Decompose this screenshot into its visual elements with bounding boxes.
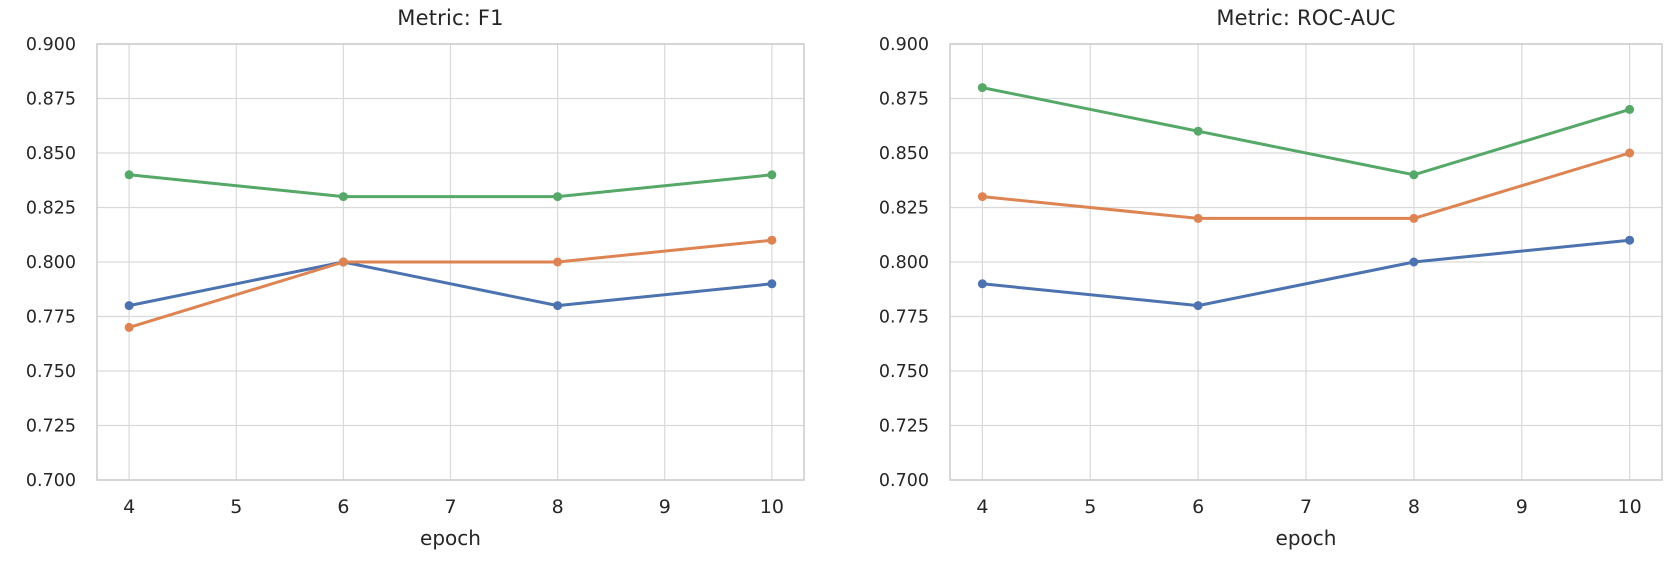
chart-roc-auc: Metric: ROC-AUC 4 5 6 7 8 9 10 0.700 0.725 0.750 0… (836, 0, 1673, 565)
y-tick-label-0.700: 0.700 (879, 471, 929, 491)
y-tick-label-0.800: 0.800 (26, 253, 76, 273)
y-tick-label-0.775: 0.775 (879, 308, 929, 328)
y-tick-label-0.800: 0.800 (879, 253, 929, 273)
data-point-orange-epoch-4 (124, 322, 134, 332)
x-tick-label-6: 6 (1192, 496, 1204, 518)
y-tick-label-0.825: 0.825 (879, 199, 929, 219)
y-tick-label-0.775: 0.775 (26, 308, 76, 328)
data-point-orange-epoch-8 (1409, 213, 1419, 223)
data-point-blue-epoch-10 (1625, 235, 1635, 245)
y-tick-label-0.850: 0.850 (879, 144, 929, 164)
data-point-orange-epoch-10 (1625, 148, 1635, 158)
series-line-blue (127, 260, 774, 308)
y-tick-label-0.875: 0.875 (26, 90, 76, 110)
chart-title-roc-auc: Metric: ROC-AUC (1216, 6, 1396, 30)
data-point-blue-epoch-8 (1409, 257, 1419, 267)
y-tick-label-0.875: 0.875 (879, 90, 929, 110)
series-line-orange (127, 238, 774, 329)
data-point-green-epoch-8 (1409, 170, 1419, 180)
y-tick-label-0.750: 0.750 (879, 362, 929, 382)
y-tick-label-0.700: 0.700 (26, 471, 76, 491)
roc-auc-plot-svg: 4 5 6 7 8 9 10 0.700 0.725 0.750 0.775 0.800 0.825 0.… (879, 35, 1663, 518)
y-tick-label-0.900: 0.900 (26, 35, 76, 55)
x-tick-label-10: 10 (760, 496, 784, 518)
data-point-green-epoch-6 (338, 192, 348, 202)
x-tick-label-10: 10 (1618, 496, 1642, 518)
y-tick-label-0.750: 0.750 (26, 362, 76, 382)
x-tick-label-9: 9 (659, 496, 671, 518)
x-tick-label-7: 7 (1300, 496, 1312, 518)
data-point-green-epoch-6 (1193, 126, 1203, 136)
y-tick-label-0.850: 0.850 (26, 144, 76, 164)
series-line-green (127, 173, 774, 199)
plot-border (949, 43, 1663, 481)
x-tick-label-5: 5 (1084, 496, 1096, 518)
data-point-green-epoch-10 (1625, 104, 1635, 114)
y-tick-label-0.900: 0.900 (879, 35, 929, 55)
x-axis-label-roc-auc: epoch (1275, 526, 1337, 550)
series-line-green (980, 86, 1632, 177)
x-tick-label-8: 8 (552, 496, 564, 518)
y-tick-label-0.725: 0.725 (879, 417, 929, 437)
data-point-blue-epoch-6 (1193, 301, 1203, 311)
x-tick-label-7: 7 (444, 496, 456, 518)
series-line-orange (980, 151, 1632, 220)
x-tick-label-9: 9 (1516, 496, 1528, 518)
y-tick-label-0.725: 0.725 (26, 417, 76, 437)
data-point-orange-epoch-6 (1193, 213, 1203, 223)
series-line-blue (980, 238, 1632, 308)
x-tick-label-4: 4 (976, 496, 988, 518)
f1-plot-svg: 4 5 6 7 8 9 10 0.700 0.725 0.750 0.775 0.800 0.825 0.… (26, 35, 805, 518)
x-tick-label-8: 8 (1408, 496, 1420, 518)
chart-title-f1: Metric: F1 (397, 6, 504, 30)
chart-f1: Metric: F1 4 5 6 7 8 9 10 0.700 0.725 0.750 0.775 0… (0, 0, 836, 565)
data-point-blue-epoch-8 (553, 301, 563, 311)
data-point-green-epoch-8 (553, 192, 563, 202)
data-point-orange-epoch-6 (338, 257, 348, 267)
plot-border (96, 43, 805, 481)
x-axis-label-f1: epoch (420, 526, 481, 550)
data-point-orange-epoch-4 (977, 192, 987, 202)
data-point-orange-epoch-10 (767, 235, 777, 245)
data-point-blue-epoch-4 (124, 301, 134, 311)
data-point-green-epoch-4 (124, 170, 134, 180)
data-point-green-epoch-4 (977, 83, 987, 93)
y-tick-label-0.825: 0.825 (26, 199, 76, 219)
data-point-blue-epoch-10 (767, 279, 777, 289)
data-point-blue-epoch-4 (977, 279, 987, 289)
data-point-green-epoch-10 (767, 170, 777, 180)
data-point-orange-epoch-8 (553, 257, 563, 267)
x-tick-label-6: 6 (337, 496, 349, 518)
x-tick-label-5: 5 (230, 496, 242, 518)
x-tick-label-4: 4 (123, 496, 135, 518)
